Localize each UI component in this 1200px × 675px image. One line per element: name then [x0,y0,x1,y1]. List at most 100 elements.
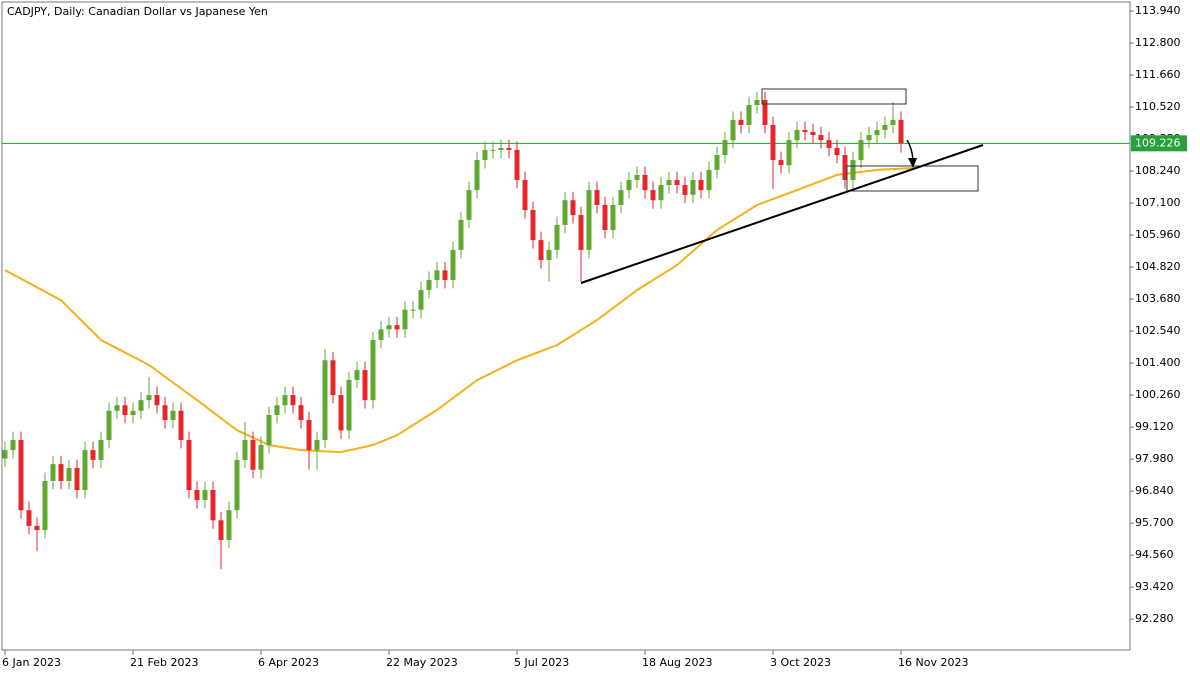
candle-body [530,210,536,241]
candle-body [634,174,640,181]
y-tick-label: 101.400 [1135,356,1181,369]
candle-body [450,249,456,280]
trend-line [580,144,984,284]
candle-body [354,370,360,380]
candle-body [578,215,584,250]
candle-body [554,224,560,250]
candle-body [202,489,208,501]
y-tick-label: 108.240 [1135,164,1181,177]
candle-body [194,489,200,501]
x-tick-label: 22 May 2023 [386,656,458,669]
candle-body [602,204,608,230]
candle-body [850,160,856,181]
candle-body [106,410,112,440]
arrow-head [908,158,917,168]
candle-body [770,124,776,161]
candle-body [522,180,528,211]
candle-body [650,190,656,201]
candle-body [898,119,904,144]
candle-body [26,510,32,526]
y-tick-label: 99.120 [1135,420,1174,433]
candle-body [34,525,40,531]
candle-body [642,174,648,191]
candle-body [2,450,8,459]
candle-body [698,180,704,191]
candle-body [122,405,128,416]
candle-body [442,270,448,280]
candle-body [290,395,296,406]
candle-body [186,439,192,490]
y-tick-label: 102.540 [1135,324,1181,337]
candle-body [330,360,336,396]
candle-body [658,185,664,201]
candle-body [546,249,552,261]
candle-body [346,379,352,431]
candle-body [666,180,672,186]
candle-body [18,439,24,511]
candle-body [690,180,696,195]
candle-body [258,445,264,470]
plot-frame [1,1,1131,651]
candle-body [674,180,680,186]
y-tick-label: 111.660 [1135,68,1181,81]
candle-body [130,410,136,416]
candle-body [506,147,512,150]
candle-body [730,119,736,141]
candle-body [306,420,312,451]
candle-body [154,395,160,406]
candle-body [234,459,240,511]
y-tick-label: 94.560 [1135,548,1174,561]
candle-body [50,464,56,481]
resistance-box [761,88,907,105]
candle-body [434,270,440,280]
candle-body [778,160,784,166]
candle-body [498,147,504,150]
candle-body [378,329,384,341]
x-tick-label: 16 Nov 2023 [898,656,968,669]
candle-body [586,190,592,250]
candle-body [882,124,888,131]
candle-body [338,395,344,431]
candle-body [626,180,632,191]
candle-body [818,135,824,141]
candle-body [474,160,480,191]
candle-body [482,149,488,161]
candle-body [402,309,408,330]
candle-body [170,410,176,421]
candle-body [394,325,400,330]
candle-body [82,450,88,490]
candle-body [210,489,216,521]
candle-body [42,480,48,531]
candle-body [714,155,720,170]
y-tick-label: 104.820 [1135,260,1181,273]
candle-body [322,360,328,440]
candle-body [266,415,272,446]
candle-body [754,99,760,106]
candle-body [842,155,848,181]
candle-body [58,464,64,481]
candle-body [458,219,464,250]
candle-body [802,130,808,132]
y-tick-label: 112.800 [1135,36,1181,49]
annotations [580,88,984,284]
candle-body [594,190,600,205]
plot-area [2,91,1130,570]
candle-body [242,439,248,460]
candle-body [834,147,840,156]
candle-body [858,140,864,161]
candle-body [426,279,432,291]
y-tick-label: 103.680 [1135,292,1181,305]
x-tick-label: 21 Feb 2023 [130,656,198,669]
candle-body [74,468,80,490]
candle-body [298,405,304,421]
current-price-label: 109.226 [1135,136,1181,149]
moving-average [4,166,918,454]
y-tick-label: 93.420 [1135,580,1174,593]
x-tick-label: 6 Apr 2023 [258,656,319,669]
candle-body [738,119,744,125]
candle-body [274,405,280,416]
candle-body [314,439,320,451]
candle-body [794,130,800,141]
candle-body [874,130,880,136]
